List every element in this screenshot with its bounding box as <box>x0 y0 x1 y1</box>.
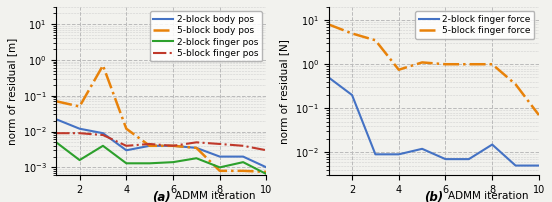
2-block finger force <box>325 76 332 79</box>
Text: ADMM iteration: ADMM iteration <box>175 191 256 201</box>
5-block body pos <box>76 105 83 108</box>
Line: 2-block finger force: 2-block finger force <box>328 78 539 166</box>
5-block finger force <box>489 63 496 65</box>
5-block finger pos <box>263 149 270 152</box>
2-block finger force <box>489 143 496 146</box>
5-block finger pos <box>123 145 130 147</box>
5-block finger force <box>419 61 426 64</box>
5-block finger force <box>372 39 379 41</box>
2-block body pos <box>146 145 153 147</box>
5-block body pos <box>169 145 176 147</box>
Line: 5-block finger pos: 5-block finger pos <box>56 133 267 150</box>
2-block finger force <box>512 164 519 167</box>
5-block finger pos <box>193 141 200 144</box>
5-block finger force <box>442 63 449 65</box>
Y-axis label: norm of residual [N]: norm of residual [N] <box>279 39 290 144</box>
Legend: 2-block body pos, 5-block body pos, 2-block finger pos, 5-block finger pos: 2-block body pos, 5-block body pos, 2-bl… <box>150 12 262 61</box>
2-block finger pos <box>53 141 60 144</box>
2-block body pos <box>53 118 60 120</box>
2-block finger force <box>372 153 379 156</box>
5-block body pos <box>123 127 130 130</box>
5-block finger force <box>535 114 542 116</box>
5-block finger force <box>465 63 472 65</box>
5-block finger pos <box>146 143 153 145</box>
Y-axis label: norm of residual [m]: norm of residual [m] <box>7 38 17 145</box>
2-block finger pos <box>99 145 106 147</box>
2-block finger pos <box>263 173 270 175</box>
5-block finger pos <box>76 132 83 134</box>
2-block body pos <box>193 147 200 149</box>
2-block finger pos <box>240 161 246 163</box>
5-block body pos <box>216 170 223 172</box>
5-block finger force <box>325 23 332 26</box>
2-block finger pos <box>146 162 153 164</box>
Legend: 2-block finger force, 5-block finger force: 2-block finger force, 5-block finger for… <box>415 12 534 39</box>
5-block finger force <box>349 32 355 35</box>
Text: (b): (b) <box>424 191 443 202</box>
2-block finger force <box>442 158 449 160</box>
2-block body pos <box>76 127 83 130</box>
5-block body pos <box>193 147 200 149</box>
2-block body pos <box>216 155 223 158</box>
5-block finger pos <box>169 145 176 147</box>
5-block body pos <box>99 64 106 67</box>
Text: (a): (a) <box>152 191 171 202</box>
5-block finger force <box>395 68 402 71</box>
2-block body pos <box>123 149 130 152</box>
Line: 5-block finger force: 5-block finger force <box>328 24 539 115</box>
2-block finger pos <box>193 157 200 159</box>
2-block finger force <box>465 158 472 160</box>
5-block body pos <box>146 145 153 147</box>
2-block finger force <box>395 153 402 156</box>
5-block finger pos <box>240 145 246 147</box>
2-block body pos <box>263 166 270 169</box>
5-block body pos <box>240 170 246 172</box>
Text: ADMM iteration: ADMM iteration <box>448 191 528 201</box>
5-block finger force <box>512 83 519 85</box>
5-block finger pos <box>216 143 223 145</box>
2-block finger pos <box>123 162 130 164</box>
2-block finger pos <box>216 166 223 169</box>
5-block body pos <box>263 171 270 173</box>
Line: 2-block body pos: 2-block body pos <box>56 119 267 167</box>
2-block finger force <box>349 94 355 96</box>
2-block finger pos <box>76 159 83 161</box>
2-block finger pos <box>169 161 176 163</box>
Line: 2-block finger pos: 2-block finger pos <box>56 142 267 174</box>
5-block finger pos <box>53 132 60 134</box>
2-block finger force <box>419 148 426 150</box>
5-block finger pos <box>99 134 106 136</box>
2-block body pos <box>169 145 176 147</box>
2-block body pos <box>240 155 246 158</box>
5-block body pos <box>53 100 60 102</box>
2-block body pos <box>99 132 106 134</box>
2-block finger force <box>535 164 542 167</box>
Line: 5-block body pos: 5-block body pos <box>56 65 267 172</box>
